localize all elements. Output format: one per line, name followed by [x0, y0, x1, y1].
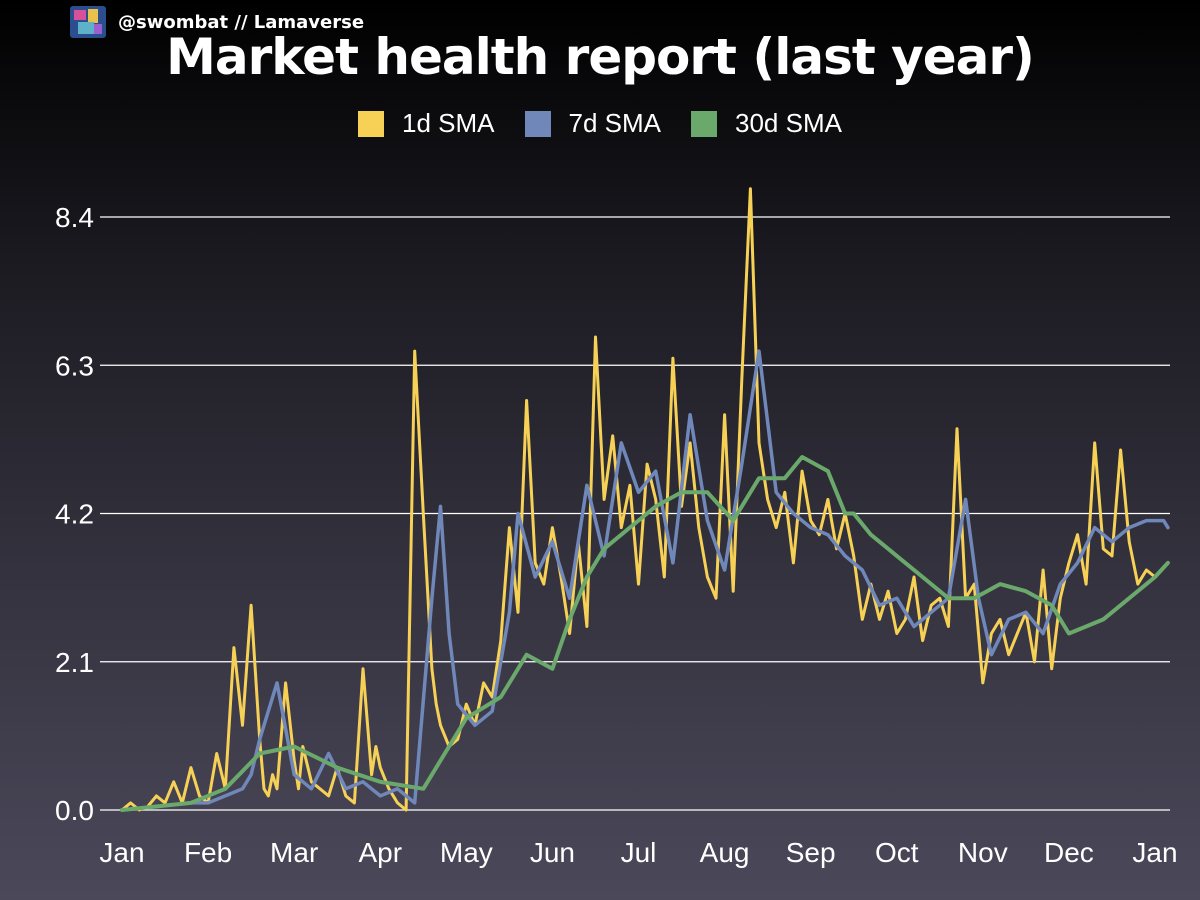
x-tick-label: Dec	[1044, 837, 1094, 868]
x-tick-label: Jun	[530, 837, 575, 868]
legend-swatch-30d	[691, 110, 718, 137]
lamaverse-logo-icon	[70, 6, 106, 38]
brand-handle: @swombat // Lamaverse	[118, 11, 365, 33]
x-tick-label: Oct	[875, 837, 919, 868]
legend-swatch-7d	[524, 110, 551, 137]
y-tick-label: 2.1	[55, 647, 94, 678]
y-tick-label: 0.0	[55, 795, 94, 826]
legend-label-30d: 30d SMA	[735, 108, 842, 138]
x-tick-label: Jan	[1132, 837, 1177, 868]
x-tick-label: May	[440, 837, 493, 868]
chart-title: Market health report (last year)	[166, 28, 1035, 86]
legend-item-7d[interactable]: 7d SMA	[524, 108, 662, 139]
y-tick-label: 8.4	[55, 202, 94, 233]
chart-legend: 1d SMA 7d SMA 30d SMA	[0, 108, 1200, 139]
x-tick-label: Jul	[621, 837, 657, 868]
x-tick-label: Apr	[358, 837, 402, 868]
x-tick-label: Sep	[786, 837, 836, 868]
series-line-1d-sma	[120, 187, 1170, 812]
y-tick-label: 4.2	[55, 499, 94, 530]
x-tick-label: Feb	[184, 837, 232, 868]
legend-item-1d[interactable]: 1d SMA	[358, 108, 495, 139]
x-tick-label: Jan	[99, 837, 144, 868]
x-tick-label: Mar	[270, 837, 318, 868]
brand-header: @swombat // Lamaverse	[70, 6, 364, 38]
series-line-7d-sma	[120, 349, 1170, 812]
y-tick-label: 6.3	[55, 350, 94, 381]
x-tick-label: Nov	[958, 837, 1008, 868]
legend-label-7d: 7d SMA	[568, 108, 662, 138]
x-tick-label: Aug	[700, 837, 750, 868]
series-line-30d-sma	[120, 455, 1170, 812]
legend-item-30d[interactable]: 30d SMA	[691, 108, 842, 139]
legend-swatch-1d	[358, 110, 385, 137]
legend-label-1d: 1d SMA	[402, 108, 495, 138]
